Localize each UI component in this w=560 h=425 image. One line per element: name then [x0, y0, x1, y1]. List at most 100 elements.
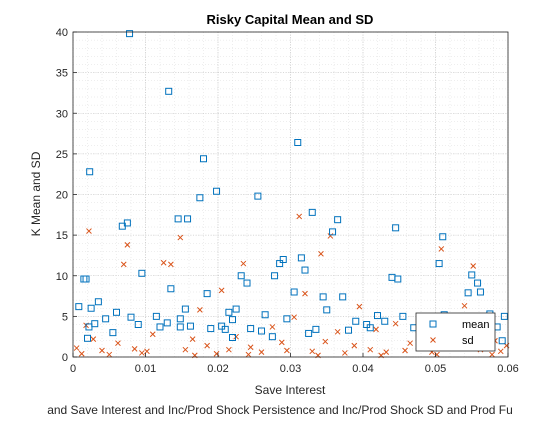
sd-point: [144, 348, 150, 355]
mean-point: [134, 321, 142, 328]
mean-point: [283, 315, 291, 323]
legend: mean sd: [415, 312, 496, 352]
mean-point: [352, 317, 360, 325]
legend-marker-sd: [430, 337, 436, 343]
sd-point: [182, 346, 189, 353]
mean-point: [200, 155, 207, 163]
mean-point: [113, 308, 120, 316]
sd-point: [99, 347, 105, 354]
mean-point: [181, 305, 189, 313]
mean-point: [243, 279, 251, 287]
y-tick-label: 40: [56, 27, 68, 39]
sd-point: [269, 324, 276, 330]
sd-point: [247, 344, 254, 351]
y-tick-label: 30: [56, 108, 68, 120]
mean-point: [474, 279, 482, 287]
chart-title: Risky Capital Mean and SD: [207, 12, 374, 27]
axis-ticks: 0 0.01 0.02 0.03 0.04 0.05 0.06 0 5 10 15 20 25 30 35 4…: [56, 27, 519, 375]
sd-point: [318, 250, 324, 257]
mean-point: [439, 233, 447, 241]
y-tick-label: 5: [62, 311, 68, 323]
mean-point: [176, 315, 184, 323]
sd-point: [204, 342, 210, 349]
sd-point: [258, 349, 265, 355]
sd-point: [322, 338, 329, 345]
sd-point: [73, 345, 80, 351]
mean-point: [345, 326, 352, 334]
mean-point: [261, 311, 269, 319]
mean-point: [301, 266, 309, 274]
mean-point: [268, 333, 276, 341]
mean-point: [297, 254, 305, 262]
mean-point: [312, 325, 320, 333]
mean-point: [167, 285, 175, 293]
mean-point: [207, 325, 215, 333]
mean-point: [229, 334, 236, 341]
sd-point: [124, 242, 131, 248]
sd-point: [407, 340, 413, 347]
sd-point: [356, 303, 363, 310]
sd-point: [160, 259, 167, 266]
sd-point: [233, 333, 239, 340]
sd-point: [291, 314, 297, 321]
sd-point: [392, 320, 399, 327]
mean-point: [319, 293, 327, 301]
mean-point: [366, 324, 374, 332]
mean-point: [203, 290, 211, 298]
sd-point: [131, 346, 138, 352]
y-tick-label: 10: [56, 271, 68, 283]
mean-point: [435, 260, 443, 268]
x-tick-label: 0.06: [497, 363, 518, 375]
mean-point: [225, 308, 233, 316]
sd-point: [342, 350, 348, 356]
mean-point: [156, 323, 164, 331]
mean-point: [165, 87, 173, 95]
mean-point: [102, 315, 110, 323]
mean-point: [176, 323, 184, 331]
sd-point: [284, 347, 290, 354]
clipped-subtitle: and Save Interest and Inc/Prod Shock Per…: [47, 403, 513, 417]
mean-point: [232, 305, 240, 313]
sd-point: [373, 326, 379, 333]
sd-point: [402, 347, 408, 354]
legend-marker-mean: [429, 320, 437, 328]
x-tick-label: 0.04: [352, 363, 373, 375]
y-axis-label: K Mean and SD: [29, 151, 43, 236]
mean-point: [184, 215, 192, 223]
sd-point: [90, 336, 97, 342]
mean-point: [254, 192, 262, 200]
mean-point: [399, 312, 407, 320]
sd-point: [115, 340, 121, 347]
mean-point: [476, 288, 484, 296]
x-tick-label: 0.01: [135, 363, 156, 375]
sd-point: [226, 346, 232, 353]
mean-point: [75, 303, 83, 311]
mean-point: [126, 30, 134, 38]
x-axis-label: Save Interest: [255, 383, 326, 397]
x-tick-label: 0: [70, 363, 76, 375]
legend-label-sd: sd: [462, 335, 474, 347]
sd-point: [106, 351, 113, 358]
mean-point: [247, 325, 255, 333]
mean-point: [339, 293, 347, 301]
sd-point: [168, 261, 174, 268]
mean-point: [323, 306, 331, 314]
y-tick-label: 25: [56, 149, 68, 161]
mean-point: [276, 260, 284, 268]
x-tick-label: 0.03: [280, 363, 301, 375]
mean-point: [394, 275, 402, 283]
mean-point: [196, 194, 204, 202]
sd-point: [120, 261, 127, 268]
sd-point: [218, 287, 225, 294]
mean-point: [186, 322, 194, 330]
sd-point: [489, 351, 495, 358]
mean-point: [109, 329, 117, 337]
grid: [72, 31, 509, 358]
mean-point: [94, 298, 102, 306]
sd-point: [78, 350, 85, 357]
sd-point: [197, 307, 203, 313]
sd-point: [189, 336, 196, 342]
sd-point: [296, 213, 303, 220]
sd-point: [245, 351, 252, 358]
